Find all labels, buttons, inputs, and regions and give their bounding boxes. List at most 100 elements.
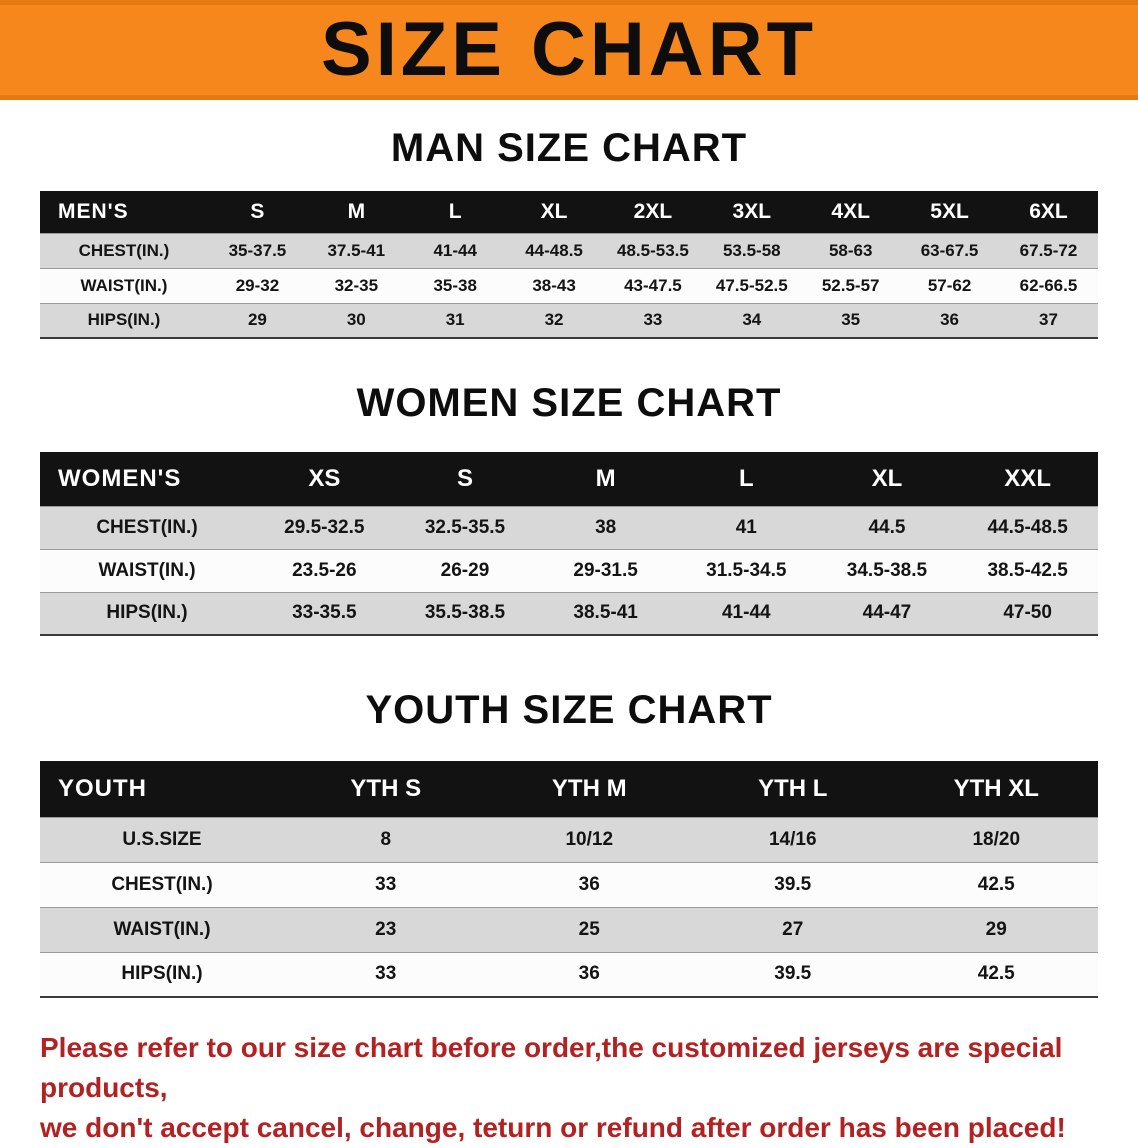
column-header-3: YTH XL	[894, 761, 1098, 817]
cell-value: 48.5-53.5	[603, 232, 703, 268]
cell-value: 42.5	[894, 861, 1098, 907]
size-table-body: CHEST(IN.) 35-37.5 37.5-41 41-44 44-48.5 48.5…	[40, 232, 1098, 338]
column-header-0: S	[208, 191, 307, 233]
size-table-head: MEN'S S M L XL 2XL 3XL 4XL 5XL 6XL	[40, 191, 1098, 233]
column-header-7: 5XL	[900, 191, 999, 233]
cell-value: 27	[691, 906, 895, 952]
table-row: HIPS(IN.) 29 30 31 32 33 34 35 36 37	[40, 302, 1098, 338]
column-header-2: YTH L	[691, 761, 895, 817]
cell-value: 33	[284, 951, 488, 997]
column-header-3: XL	[504, 191, 604, 233]
column-header-5: XXL	[957, 452, 1098, 506]
column-header-6: 4XL	[801, 191, 901, 233]
column-header-1: S	[394, 452, 536, 506]
cell-value: 36	[900, 302, 999, 338]
column-header-0: XS	[254, 452, 395, 506]
cell-value: 33-35.5	[254, 591, 395, 635]
row-label: CHEST(IN.)	[40, 232, 208, 268]
cell-value: 44-47	[816, 591, 958, 635]
cell-value: 47.5-52.5	[702, 267, 802, 303]
cell-value: 47-50	[957, 591, 1098, 635]
cell-value: 8	[284, 816, 488, 862]
cell-value: 52.5-57	[801, 267, 901, 303]
cell-value: 62-66.5	[999, 267, 1098, 303]
footer-line-2: we don't accept cancel, change, teturn o…	[40, 1112, 1066, 1143]
table-row: HIPS(IN.) 33 36 39.5 42.5	[40, 951, 1098, 997]
cell-value: 37	[999, 302, 1098, 338]
cell-value: 44.5	[816, 505, 958, 549]
cell-value: 29	[208, 302, 307, 338]
cell-value: 41-44	[675, 591, 817, 635]
cell-value: 36	[487, 951, 691, 997]
header-row: WOMEN'S XS S M L XL XXL	[40, 452, 1098, 506]
column-header-5: 3XL	[702, 191, 802, 233]
banner: SIZE CHART	[0, 0, 1138, 100]
table-row: HIPS(IN.) 33-35.5 35.5-38.5 38.5-41 41-44 44-…	[40, 591, 1098, 635]
chart-title: MAN SIZE CHART	[390, 126, 748, 170]
table-group-label: WOMEN'S	[40, 452, 254, 506]
cell-value: 39.5	[691, 951, 895, 997]
cell-value: 31	[405, 302, 505, 338]
cell-value: 37.5-41	[306, 232, 406, 268]
cell-value: 32.5-35.5	[394, 505, 536, 549]
table-group-label: YOUTH	[40, 761, 284, 817]
cell-value: 32-35	[306, 267, 406, 303]
row-label: WAIST(IN.)	[40, 548, 254, 592]
chart-title: WOMEN SIZE CHART	[356, 381, 782, 425]
cell-value: 33	[284, 861, 488, 907]
row-label: WAIST(IN.)	[40, 906, 284, 952]
cell-value: 44-48.5	[504, 232, 604, 268]
row-label: CHEST(IN.)	[40, 505, 254, 549]
cell-value: 63-67.5	[900, 232, 999, 268]
cell-value: 41	[675, 505, 817, 549]
cell-value: 35-37.5	[208, 232, 307, 268]
cell-value: 29	[894, 906, 1098, 952]
cell-value: 23.5-26	[254, 548, 395, 592]
size-table-head: YOUTH YTH S YTH M YTH L YTH XL	[40, 761, 1098, 817]
cell-value: 29-32	[208, 267, 307, 303]
cell-value: 38.5-41	[535, 591, 676, 635]
cell-value: 42.5	[894, 951, 1098, 997]
column-header-3: L	[675, 452, 817, 506]
footer-note: Please refer to our size chart before or…	[40, 1028, 1102, 1148]
table-group-label: MEN'S	[40, 191, 208, 233]
header-row: MEN'S S M L XL 2XL 3XL 4XL 5XL 6XL	[40, 191, 1098, 233]
cell-value: 29.5-32.5	[254, 505, 395, 549]
table-row: CHEST(IN.) 29.5-32.5 32.5-35.5 38 41 44.5 44.5…	[40, 505, 1098, 549]
cell-value: 44.5-48.5	[957, 505, 1098, 549]
cell-value: 34	[702, 302, 802, 338]
cell-value: 23	[284, 906, 488, 952]
cell-value: 67.5-72	[999, 232, 1098, 268]
footer-line-1: Please refer to our size chart before or…	[40, 1032, 1063, 1103]
cell-value: 29-31.5	[535, 548, 676, 592]
cell-value: 33	[603, 302, 703, 338]
table-row: WAIST(IN.) 29-32 32-35 35-38 38-43 43-47.5 47.…	[40, 267, 1098, 303]
size-table: MEN'S S M L XL 2XL 3XL 4XL 5XL 6XL CHEST(IN.) 35-37…	[40, 191, 1098, 339]
size-table: YOUTH YTH S YTH M YTH L YTH XL U.S.SIZE 8 10/12…	[40, 761, 1098, 998]
table-row: U.S.SIZE 8 10/12 14/16 18/20	[40, 816, 1098, 862]
size-table-head: WOMEN'S XS S M L XL XXL	[40, 452, 1098, 506]
column-header-0: YTH S	[284, 761, 488, 817]
table-row: CHEST(IN.) 35-37.5 37.5-41 41-44 44-48.5 48.5…	[40, 232, 1098, 268]
column-header-2: L	[405, 191, 505, 233]
row-label: HIPS(IN.)	[40, 951, 284, 997]
chart-section-1: WOMEN SIZE CHART WOMEN'S XS S M L XL XXL CHEST(I…	[0, 381, 1138, 636]
cell-value: 58-63	[801, 232, 901, 268]
cell-value: 43-47.5	[603, 267, 703, 303]
cell-value: 10/12	[487, 816, 691, 862]
cell-value: 36	[487, 861, 691, 907]
column-header-1: M	[306, 191, 406, 233]
cell-value: 53.5-58	[702, 232, 802, 268]
cell-value: 34.5-38.5	[816, 548, 958, 592]
table-row: WAIST(IN.) 23.5-26 26-29 29-31.5 31.5-34.5 34…	[40, 548, 1098, 592]
column-header-4: 2XL	[603, 191, 703, 233]
cell-value: 38-43	[504, 267, 604, 303]
cell-value: 35.5-38.5	[394, 591, 536, 635]
chart-section-0: MAN SIZE CHART MEN'S S M L XL 2XL 3XL 4XL 5XL 6XL C…	[0, 126, 1138, 339]
cell-value: 31.5-34.5	[675, 548, 817, 592]
cell-value: 25	[487, 906, 691, 952]
cell-value: 26-29	[394, 548, 536, 592]
cell-value: 38	[535, 505, 676, 549]
cell-value: 39.5	[691, 861, 895, 907]
page-title: SIZE CHART	[321, 7, 817, 92]
